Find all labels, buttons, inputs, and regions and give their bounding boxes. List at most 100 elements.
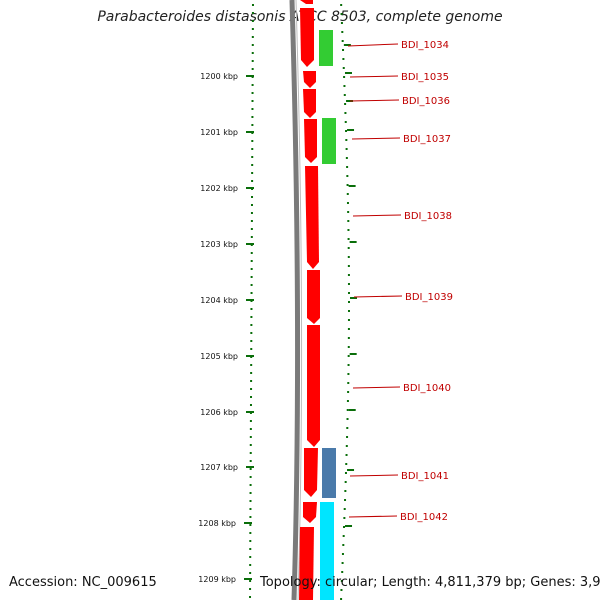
- scale-dot: [251, 20, 254, 22]
- scale-dot: [249, 564, 252, 566]
- gene-bdi-1041[interactable]: [304, 448, 318, 497]
- kbp-label: 1207 kbp: [200, 463, 238, 472]
- gene-label-leader: [349, 99, 400, 102]
- outer-dot: [342, 58, 345, 60]
- gene-bdi-1034-feature[interactable]: [319, 30, 333, 66]
- outer-dot: [340, 589, 343, 591]
- outer-dot: [342, 535, 345, 537]
- outer-dot: [344, 481, 347, 483]
- outer-dot: [346, 184, 349, 186]
- scale-dot: [251, 100, 254, 102]
- scale-dot: [250, 252, 253, 254]
- gene-label-leader: [347, 43, 399, 47]
- scale-dot: [251, 12, 254, 14]
- outer-dot: [341, 571, 344, 573]
- scale-dot: [249, 588, 252, 590]
- scale-dot: [249, 548, 252, 550]
- scale-dot: [250, 268, 253, 270]
- outer-dot: [345, 454, 348, 456]
- gene-bdi-1034[interactable]: [300, 8, 314, 67]
- outer-dot: [347, 265, 350, 267]
- scale-dot: [250, 348, 253, 350]
- outer-dot: [347, 292, 350, 294]
- outer-dot: [346, 175, 349, 177]
- scale-dot: [250, 380, 253, 382]
- outer-dot: [343, 517, 346, 519]
- gene-bdi-1037[interactable]: [304, 119, 317, 163]
- outer-dot: [347, 256, 350, 258]
- scale-dot: [251, 28, 254, 30]
- scale-dot: [251, 44, 254, 46]
- gene-label-bdi-1039[interactable]: BDI_1039: [405, 292, 453, 303]
- gene-track-main: [299, 0, 320, 600]
- gene-label-bdi-1041[interactable]: BDI_1041: [401, 471, 449, 482]
- scale-dot: [249, 556, 252, 558]
- scale-dot: [249, 596, 252, 598]
- gene-bdi-1036[interactable]: [303, 89, 316, 118]
- scale-dot: [251, 68, 254, 70]
- scale-dot: [250, 332, 253, 334]
- outer-dot: [347, 346, 350, 348]
- genome-backbone-edge: [295, 0, 303, 600]
- gene-label-leader: [349, 75, 399, 78]
- outer-dot: [344, 121, 347, 123]
- gene-bdi-1038[interactable]: [305, 166, 319, 269]
- outer-dot: [347, 328, 350, 330]
- gene-bdi-1042[interactable]: [303, 502, 317, 523]
- scale-dot: [249, 404, 252, 406]
- kbp-label: 1204 kbp: [200, 296, 238, 305]
- scale-dot: [249, 580, 252, 582]
- gene-bdi-1040[interactable]: [307, 325, 320, 447]
- gene-block[interactable]: [300, 0, 313, 4]
- gene-bdi-1037-feature[interactable]: [322, 118, 336, 164]
- outer-dot: [347, 283, 350, 285]
- outer-dot: [345, 139, 348, 141]
- gene-label-bdi-1040[interactable]: BDI_1040: [403, 383, 451, 394]
- outer-dot: [347, 229, 350, 231]
- outer-dot: [345, 445, 348, 447]
- outer-dot: [342, 49, 345, 51]
- dotted-outer-ring: [340, 4, 357, 600]
- outer-dot: [344, 490, 347, 492]
- outer-dot: [346, 400, 349, 402]
- scale-dot: [250, 276, 253, 278]
- kbp-label: 1203 kbp: [200, 240, 238, 249]
- outer-dot: [345, 463, 348, 465]
- outer-dot: [345, 130, 348, 132]
- outer-dot: [344, 499, 347, 501]
- scale-dot: [249, 468, 252, 470]
- gene-bdi-1039[interactable]: [307, 270, 320, 324]
- outer-dot: [347, 319, 350, 321]
- gene-bdi-1042-feature[interactable]: [320, 502, 334, 600]
- outer-dot: [340, 598, 343, 600]
- outer-dot: [344, 112, 347, 114]
- scale-dot: [251, 156, 254, 158]
- gene-label-bdi-1034[interactable]: BDI_1034: [401, 40, 449, 51]
- scale-dot: [251, 92, 254, 94]
- scale-dot: [250, 372, 253, 374]
- scale-dot: [250, 396, 253, 398]
- gene-block[interactable]: [299, 527, 314, 600]
- scale-dot: [250, 324, 253, 326]
- scale-dot: [251, 52, 254, 54]
- gene-label-leader: [353, 295, 403, 298]
- outer-dot: [343, 526, 346, 528]
- outer-dot: [340, 4, 343, 6]
- gene-label-leader: [352, 214, 402, 217]
- gene-label-bdi-1042[interactable]: BDI_1042: [400, 512, 448, 523]
- outer-dot: [347, 310, 350, 312]
- gene-bdi-1041-feature[interactable]: [322, 448, 336, 498]
- gene-label-bdi-1038[interactable]: BDI_1038: [404, 211, 452, 222]
- gene-label-leader: [352, 386, 401, 389]
- scale-dot: [250, 236, 253, 238]
- outer-dot: [340, 580, 343, 582]
- gene-label-bdi-1036[interactable]: BDI_1036: [402, 96, 450, 107]
- scale-dot: [250, 308, 253, 310]
- outer-dot: [347, 355, 350, 357]
- gene-label-bdi-1035[interactable]: BDI_1035: [401, 72, 449, 83]
- outer-dot: [342, 544, 345, 546]
- gene-label-bdi-1037[interactable]: BDI_1037: [403, 134, 451, 145]
- scale-dot: [249, 500, 252, 502]
- outer-dot: [347, 274, 350, 276]
- gene-bdi-1035[interactable]: [303, 71, 316, 88]
